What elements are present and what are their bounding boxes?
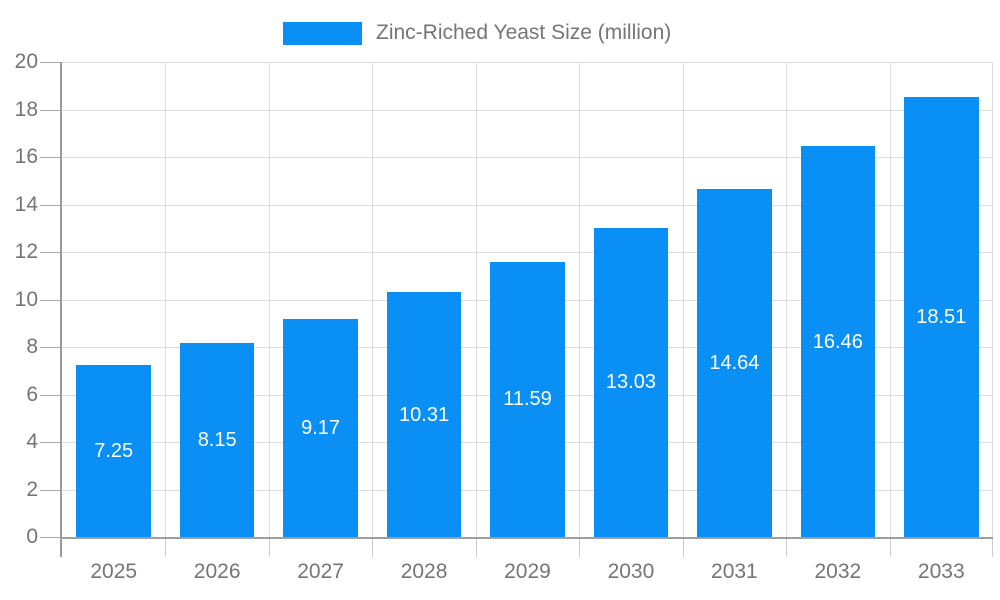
bar-value-label: 14.64 (709, 352, 760, 375)
bar-2025[interactable]: 7.25 (76, 364, 151, 537)
gridline-x-6 (682, 62, 684, 537)
bar-value-label: 9.17 (301, 417, 341, 440)
y-tick-mark (40, 62, 60, 63)
y-tick-mark (40, 394, 60, 396)
x-tick-mark (60, 539, 62, 557)
x-tick-mark (786, 539, 788, 557)
x-tick-label-2031: 2031 (711, 560, 758, 583)
bar-2032[interactable]: 16.46 (800, 146, 876, 537)
y-tick-label-4: 4 (26, 430, 38, 453)
bar-2033[interactable]: 18.51 (904, 97, 979, 537)
x-tick-label-2030: 2030 (607, 560, 655, 583)
bar-value-label: 13.03 (605, 371, 656, 394)
y-tick-label-6: 6 (26, 382, 38, 406)
gridline-y-12 (62, 252, 993, 253)
gridline-y-14 (62, 204, 993, 206)
x-tick-mark (475, 539, 477, 557)
x-tick-mark (268, 539, 270, 557)
y-tick-mark (40, 157, 60, 158)
y-tick-label-2: 2 (26, 477, 38, 501)
x-tick-mark (372, 539, 374, 557)
y-tick-label-12: 12 (14, 240, 38, 263)
gridline-x-1 (165, 62, 167, 537)
gridline-x-9 (992, 62, 993, 537)
legend[interactable]: Zinc-Riched Yeast Size (million) (283, 21, 671, 45)
x-tick-label-2027: 2027 (297, 560, 344, 583)
x-tick-mark (682, 539, 684, 557)
x-tick-label-2029: 2029 (504, 560, 551, 583)
bar-value-label: 7.25 (94, 439, 134, 462)
y-tick-mark (40, 204, 60, 206)
y-tick-label-18: 18 (14, 97, 38, 121)
bar-value-label: 11.59 (503, 388, 552, 411)
bar-value-label: 10.31 (399, 403, 450, 426)
plot-area: 7.25 8.15 9.17 10.31 11.59 13.03 14.64 16.46 18.… (60, 62, 993, 539)
bar-2026[interactable]: 8.15 (179, 343, 255, 537)
bar-value-label: 18.51 (916, 306, 967, 329)
bar-2030[interactable]: 13.03 (593, 227, 669, 537)
x-tick-mark (992, 539, 993, 557)
bar-2029[interactable]: 11.59 (490, 261, 565, 537)
bar-2031[interactable]: 14.64 (697, 189, 772, 537)
y-tick-mark (40, 489, 60, 491)
bar-2027[interactable]: 9.17 (283, 319, 358, 537)
y-tick-label-14: 14 (14, 192, 38, 216)
gridline-x-7 (786, 62, 788, 537)
legend-swatch (283, 21, 362, 45)
gridline-x-8 (889, 62, 891, 537)
x-tick-mark (579, 539, 581, 557)
x-tick-label-2033: 2033 (917, 560, 965, 583)
x-tick-mark (165, 539, 167, 557)
y-tick-mark (40, 537, 60, 538)
x-tick-label-2032: 2032 (814, 560, 862, 583)
y-tick-mark (40, 252, 60, 253)
y-tick-label-20: 20 (14, 50, 38, 73)
y-tick-mark (40, 109, 60, 111)
gridline-y-16 (62, 157, 993, 158)
gridline-x-3 (372, 62, 374, 537)
gridline-x-4 (475, 62, 477, 537)
y-tick-mark (40, 299, 60, 301)
gridline-y-18 (62, 109, 993, 111)
y-tick-label-16: 16 (14, 145, 38, 168)
x-tick-label-2025: 2025 (90, 560, 138, 583)
gridline-x-5 (579, 62, 581, 537)
y-tick-label-10: 10 (14, 287, 38, 311)
legend-label: Zinc-Riched Yeast Size (million) (376, 21, 672, 44)
y-tick-label-0: 0 (26, 525, 38, 548)
y-tick-mark (40, 347, 60, 348)
x-tick-label-2026: 2026 (193, 560, 241, 583)
bar-value-label: 8.15 (197, 429, 237, 452)
bar-2028[interactable]: 10.31 (386, 292, 462, 537)
gridline-y-20 (62, 62, 993, 63)
y-tick-label-8: 8 (26, 335, 38, 358)
x-tick-label-2028: 2028 (400, 560, 448, 583)
x-tick-mark (889, 539, 891, 557)
gridline-x-2 (268, 62, 270, 537)
y-tick-mark (40, 442, 60, 443)
bar-value-label: 16.46 (812, 330, 863, 353)
